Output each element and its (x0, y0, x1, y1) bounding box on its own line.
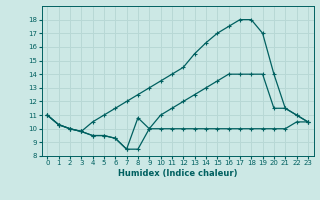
X-axis label: Humidex (Indice chaleur): Humidex (Indice chaleur) (118, 169, 237, 178)
